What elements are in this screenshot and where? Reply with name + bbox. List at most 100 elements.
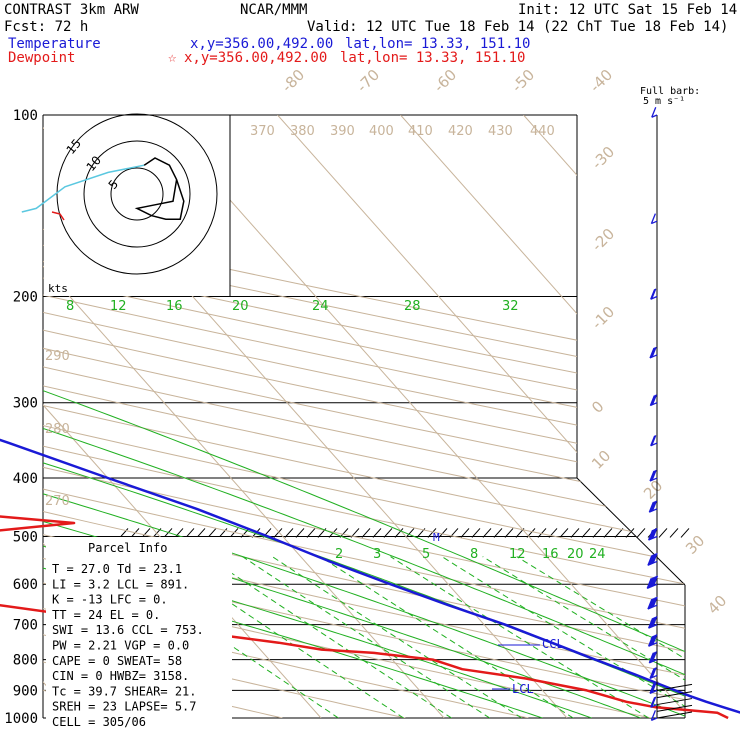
isotherm-label: -10 (588, 303, 618, 333)
barb-flag (652, 634, 658, 645)
moist-adiabat-label: 28 (404, 299, 421, 314)
barb-flag (646, 578, 652, 589)
pressure-label: 800 (13, 653, 38, 669)
freezing-hatch (196, 528, 206, 538)
moist-adiabat (43, 296, 685, 718)
parcel-info-rows: T = 27.0 Td = 23.1LI = 3.2 LCL = 891. K =… (52, 562, 204, 729)
barb-flag (649, 529, 655, 540)
isotherm-label: 30 (682, 532, 708, 558)
freezing-hatch (592, 528, 602, 538)
isotherm-line (277, 115, 685, 718)
freezing-hatch (603, 528, 613, 538)
barb-shaft (651, 220, 658, 225)
wind-barb-low (656, 691, 693, 699)
barb-flag (649, 347, 655, 359)
barb-flag (650, 576, 657, 587)
wind-barb (649, 667, 658, 680)
barb-flag (651, 346, 657, 358)
dewpoint-line (0, 515, 729, 720)
barb-flag (648, 598, 654, 609)
barb-flag (647, 598, 653, 610)
barb-flag (651, 553, 657, 564)
barb-flag (649, 652, 655, 663)
mixing-ratio-line (161, 556, 404, 718)
barb-title: Full barb: (640, 86, 700, 97)
freezing-hatch (504, 528, 514, 538)
mixing-ratio-line (320, 556, 574, 718)
barb-flag (649, 617, 655, 628)
barb-flag (649, 635, 655, 647)
mixing-ratio-label: 24 (589, 547, 606, 562)
barb-flag (652, 596, 658, 608)
barb-flag (651, 616, 657, 628)
barb-flag (651, 696, 657, 708)
freezing-hatch (229, 528, 239, 538)
lcl-label: LCL (512, 682, 534, 696)
freezing-hatch (141, 528, 151, 538)
moist-adiabat-label: 16 (166, 299, 183, 314)
moist-adiabat (43, 296, 685, 718)
barb-flag (652, 552, 658, 564)
theta-label: 440 (530, 124, 555, 139)
moist-adiabat (43, 296, 685, 718)
legend-dewpoint-xy: x,y=356.00,492.00 (184, 50, 327, 66)
theta-label: 420 (448, 124, 473, 139)
legend-temperature-xy: x,y=356.00,492.00 (190, 36, 333, 52)
isotherm-label: -50 (508, 66, 538, 96)
isotherm-line (154, 115, 685, 718)
wind-barb (647, 596, 658, 610)
freezing-hatch (636, 528, 646, 538)
freezing-hatch (625, 528, 635, 538)
moist-adiabat-label: 8 (66, 299, 74, 314)
barb-shaft (651, 114, 658, 118)
mixing-ratio-line (206, 556, 452, 718)
pressure-label: 500 (13, 529, 38, 545)
barb-flag (649, 576, 655, 588)
wind-barb (649, 682, 658, 695)
barb-flag (651, 528, 657, 539)
isotherm-label: -30 (588, 143, 618, 173)
isotherm-label: -40 (586, 66, 616, 96)
barb-flag (650, 697, 656, 708)
barb-flag (652, 528, 658, 539)
legend-temperature-latlon: lat,lon= 13.33, 151.10 (345, 36, 530, 52)
dry-adiabat (43, 115, 685, 718)
freezing-hatch (438, 528, 448, 538)
hodo-trace-upper (134, 157, 185, 220)
parcel-info-row: CAPE = 0 SWEAT= 58 (52, 654, 182, 668)
data-lines (0, 438, 740, 720)
wind-barb (647, 616, 658, 629)
mixing-ratio-label: 12 (509, 547, 526, 562)
isotherm-line (646, 115, 685, 718)
mixing-ratio-line (242, 556, 491, 718)
barb-flag (647, 617, 654, 629)
barb-flag (648, 554, 654, 566)
dry-adiabat (43, 115, 652, 718)
freezing-hatch (405, 528, 415, 538)
hodo-ring (110, 167, 164, 221)
hodo-ring (83, 140, 191, 248)
freezing-hatch (548, 528, 558, 538)
barb-shaft (651, 717, 658, 721)
hodo-bg (44, 116, 230, 296)
freezing-hatch (295, 528, 305, 538)
barb-flag (649, 597, 655, 609)
freezing-hatch (482, 528, 492, 538)
wind-barb (650, 288, 658, 300)
mixing-ratio-line (441, 556, 685, 718)
mixing-ratio-label: 2 (335, 547, 343, 562)
mixing-ratio-label: 20 (567, 547, 584, 562)
dry-adiabat (43, 115, 685, 718)
dry-adiabat (43, 115, 685, 718)
hodo-ring (56, 113, 218, 275)
theta-label: 370 (250, 124, 275, 139)
pressure-label: 100 (13, 108, 38, 124)
freezing-hatch (581, 528, 591, 538)
barb-flag (650, 553, 656, 565)
barb-flag (647, 577, 653, 589)
legend-dewpoint-marker: ☆ (168, 50, 177, 66)
ccl-label: CCL (542, 637, 564, 651)
mixing-ratio-label: 5 (422, 547, 430, 562)
barb-flag (651, 682, 657, 693)
